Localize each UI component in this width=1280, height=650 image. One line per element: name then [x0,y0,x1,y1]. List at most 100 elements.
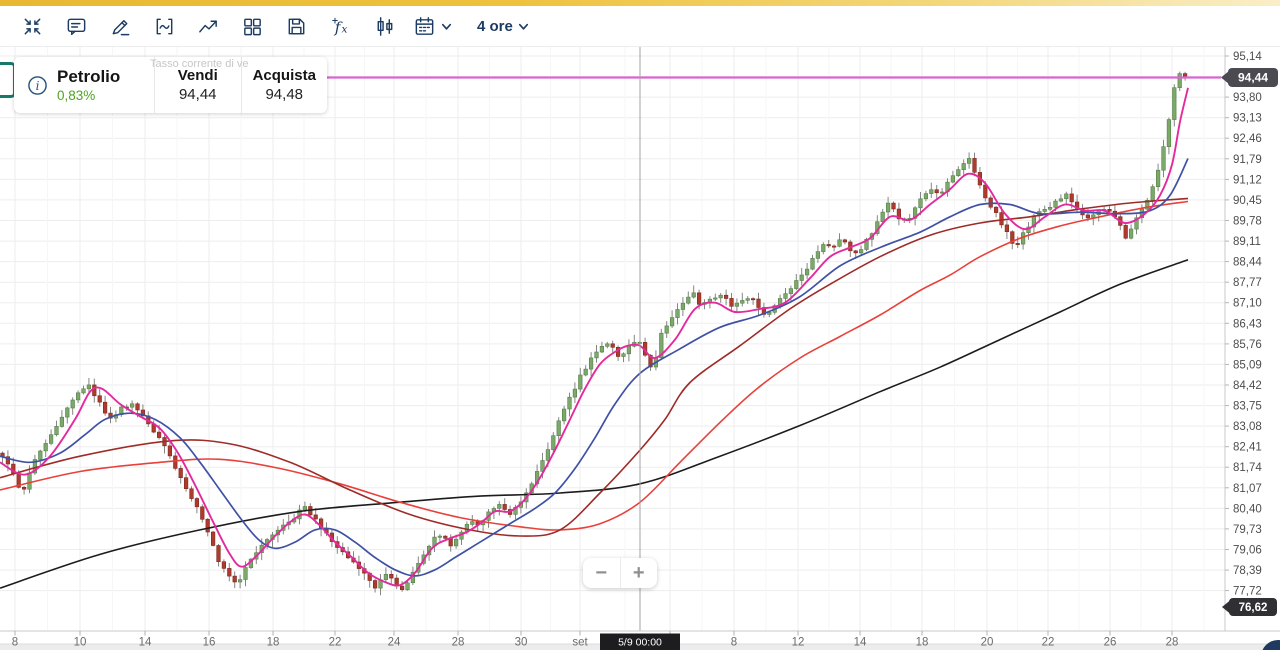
low-price-badge: 76,62 [1222,598,1277,616]
collapse-button[interactable] [15,9,49,43]
annotations-button[interactable] [59,9,93,43]
svg-text:28: 28 [452,637,465,649]
interval-button[interactable]: 4 ore [475,9,533,43]
candlestick-chart[interactable]: 95,14 93,80 93,13 92,46 91,79 91,12 90,45 89,78… [0,47,1280,650]
svg-text:26: 26 [1104,637,1117,649]
svg-text:8: 8 [12,637,18,649]
svg-text:set: set [572,637,588,649]
candlestick-icon [377,16,392,36]
instrument-change: 0,83% [57,87,96,103]
svg-text:94,44: 94,44 [1238,70,1268,84]
svg-text:91,79: 91,79 [1233,154,1262,166]
svg-text:76,62: 76,62 [1239,602,1268,614]
svg-text:95,14: 95,14 [1233,51,1262,63]
svg-text:77,72: 77,72 [1233,586,1262,598]
svg-text:12: 12 [792,637,805,649]
draw-button[interactable] [103,9,137,43]
svg-text:20: 20 [981,637,994,649]
svg-text:18: 18 [267,637,280,649]
grid-lines [0,47,1225,631]
svg-text:5/9 00:00: 5/9 00:00 [618,637,662,649]
svg-text:79,73: 79,73 [1233,524,1262,536]
save-icon [288,18,304,34]
buy-price: 94,48 [265,85,304,103]
zoom-controls: − + [583,558,657,588]
svg-text:90,45: 90,45 [1233,195,1262,207]
svg-text:24: 24 [388,637,401,649]
trend-button[interactable] [191,9,225,43]
sell-price: 94,44 [178,85,217,103]
zoom-in-button[interactable]: + [621,558,658,588]
svg-text:30: 30 [515,637,528,649]
ma-slow-red [0,200,1189,531]
svg-text:f: f [333,18,342,36]
svg-text:28: 28 [1166,637,1179,649]
svg-text:87,10: 87,10 [1233,298,1262,310]
svg-text:14: 14 [139,637,152,649]
corner-logo [1262,640,1280,650]
zoom-out-button[interactable]: − [583,558,621,588]
svg-text:88,44: 88,44 [1233,257,1262,269]
svg-text:83,75: 83,75 [1233,401,1262,413]
svg-text:14: 14 [854,637,867,649]
svg-text:16: 16 [203,637,216,649]
svg-text:78,39: 78,39 [1233,565,1262,577]
buy-button[interactable]: Acquista 94,48 [242,57,328,113]
svg-text:89,78: 89,78 [1233,216,1262,228]
instrument-name: Petrolio [57,66,121,86]
instrument-info-section: i Petrolio 0,83% [14,57,155,113]
crosshair-date-tooltip: 5/9 00:00 [600,633,680,650]
yellow-top-bar [0,0,1280,6]
svg-text:81,74: 81,74 [1233,462,1262,474]
pencil-icon [112,19,129,35]
buy-label: Acquista [252,66,316,84]
trend-icon [198,20,217,32]
comment-icon [67,18,85,35]
svg-text:86,43: 86,43 [1233,318,1262,330]
calendar-button[interactable] [411,9,456,43]
chart-type-button[interactable] [147,9,181,43]
layout-button[interactable] [235,9,269,43]
svg-text:84,42: 84,42 [1233,380,1262,392]
instrument-hint: Tasso corrente di ve [150,58,249,70]
svg-text:89,11: 89,11 [1233,236,1261,248]
collapse-icon [24,18,40,34]
indicators-button[interactable]: + f x [323,9,357,43]
ma-medium-dark-red [0,197,1189,537]
candles [0,71,1188,596]
svg-text:10: 10 [74,637,87,649]
save-button[interactable] [279,9,313,43]
svg-text:81,07: 81,07 [1233,483,1262,495]
chevron-down-icon [441,23,452,30]
chart-area: 95,14 93,80 93,13 92,46 91,79 91,12 90,45 89,78… [0,47,1280,650]
ma-slowest-black [0,259,1189,589]
current-price-badge: 94,44 [1221,67,1278,87]
candle-style-button[interactable] [367,9,401,43]
svg-text:18: 18 [916,637,929,649]
svg-text:91,12: 91,12 [1233,174,1262,186]
fx-indicator-icon: + f x [331,16,347,36]
grid-layout-icon [243,18,261,35]
svg-text:82,41: 82,41 [1233,442,1262,454]
svg-text:i: i [36,78,40,92]
svg-text:87,77: 87,77 [1233,277,1262,289]
svg-text:x: x [341,23,347,35]
svg-text:22: 22 [1042,637,1055,649]
instrument-card[interactable]: Tasso corrente di ve i Petrolio 0,83% Ve… [14,57,327,113]
chart-type-icon [156,18,172,34]
svg-text:93,80: 93,80 [1233,92,1262,104]
info-icon: i [28,75,47,95]
interval-label: 4 ore [477,17,513,35]
svg-text:22: 22 [329,637,342,649]
sell-button[interactable]: Vendi 94,44 [155,57,242,113]
svg-text:80,40: 80,40 [1233,503,1262,515]
svg-text:93,13: 93,13 [1233,113,1262,125]
svg-text:92,46: 92,46 [1233,133,1262,145]
calendar-icon [415,16,434,35]
ma-fast-magenta [0,87,1189,587]
svg-text:79,06: 79,06 [1233,545,1262,557]
svg-text:8: 8 [731,637,737,649]
svg-text:85,76: 85,76 [1233,339,1262,351]
svg-text:83,08: 83,08 [1233,421,1262,433]
chart-toolbar: + f x 4 ore [0,6,1280,47]
